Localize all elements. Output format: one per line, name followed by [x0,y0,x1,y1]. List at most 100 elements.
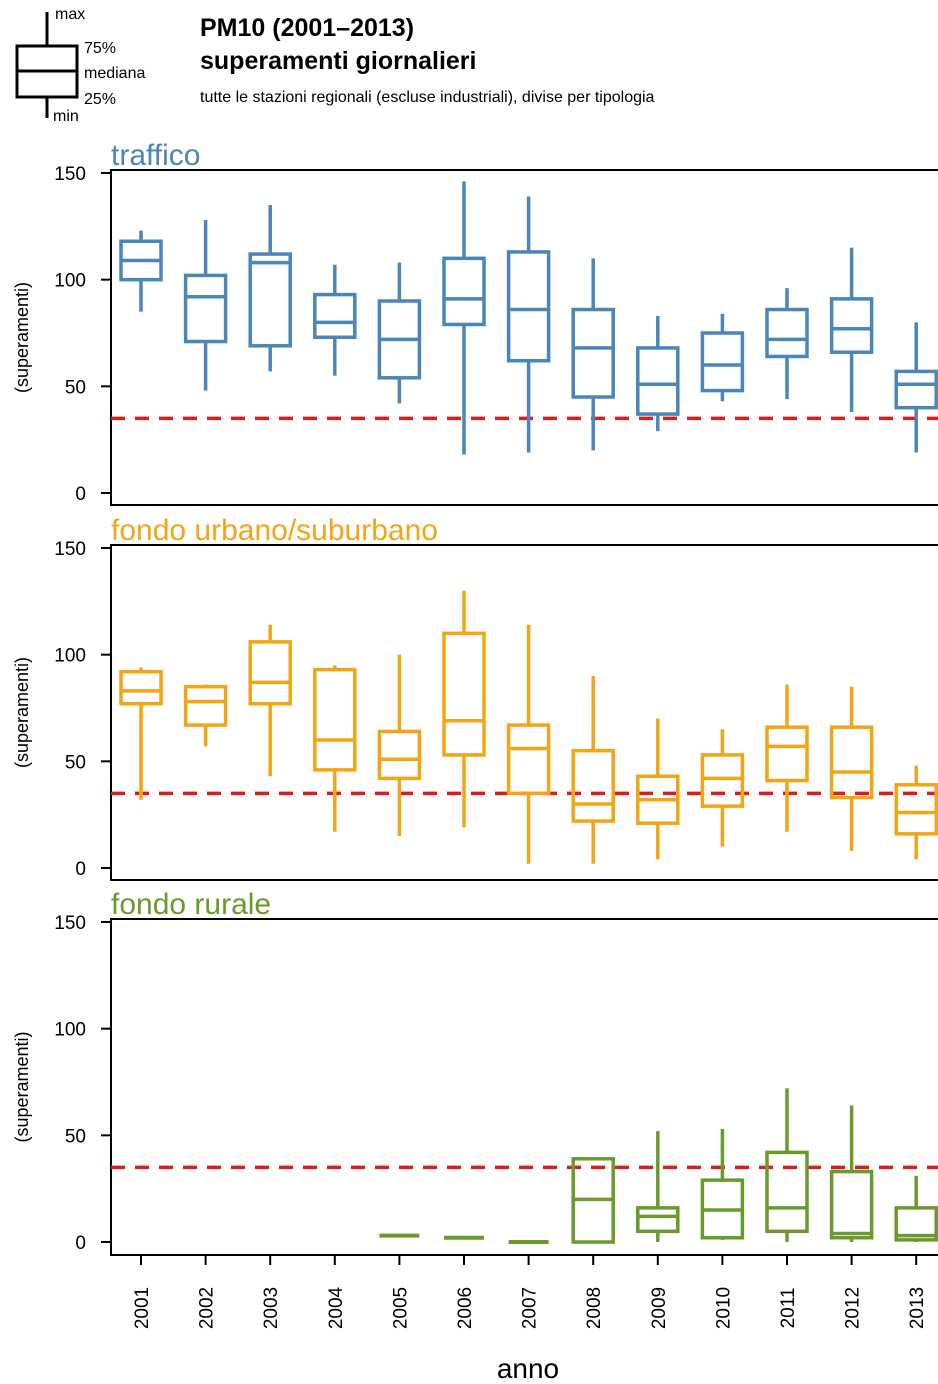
panel-1: fondo urbano/suburbano 0 50 100 150 (superame… [12,514,938,881]
x-tick-label: 2003 [261,1287,282,1329]
y-tick-label: 50 [65,752,86,773]
x-tick-label: 2001 [132,1287,153,1329]
box-2006 [442,590,486,828]
panel-title: fondo rurale [111,888,271,921]
y-axis-label: (superamenti) [12,657,32,768]
x-tick-label: 2013 [907,1287,928,1329]
y-tick-label: 150 [54,539,86,560]
box-2009 [636,315,680,432]
y-axis-label: (superamenti) [12,1031,32,1142]
box-iqr [636,346,680,416]
box-iqr [894,783,938,836]
box-iqr [894,369,938,410]
y-tick-label: 100 [54,271,86,292]
box-2010 [700,729,745,847]
box-2008 [571,1157,615,1244]
box-iqr [571,748,615,823]
box-2003 [248,205,292,372]
box-2009 [636,718,680,860]
box-iqr [765,725,809,783]
box-2011 [765,1088,809,1242]
box-2013 [894,322,938,453]
y-tick-label: 0 [75,859,86,880]
box-iqr [765,1150,809,1234]
x-tick-label: 2004 [326,1286,347,1329]
chart-subtitle: tutte le stazioni regionali (escluse ind… [200,89,655,106]
box-iqr [829,1169,874,1240]
panel-frame [110,918,938,1256]
x-tick-label: 2005 [390,1287,411,1329]
panel-0: traffico 0 50 100 150 (superamenti) [12,139,938,506]
box-2003 [248,624,292,777]
box-iqr [636,1206,680,1234]
box-2005 [377,654,422,836]
box-2013 [894,1175,938,1242]
y-tick-label: 150 [54,913,86,934]
box-2001 [119,230,163,312]
box-iqr [765,307,809,359]
box-2011 [765,288,809,400]
box-2010 [700,313,745,402]
x-tick-label: 2007 [520,1287,541,1329]
box-2004 [313,264,357,376]
legend-max-label: max [55,6,85,23]
x-tick-label: 2002 [197,1287,218,1329]
box-iqr [183,684,228,727]
box-iqr [700,753,745,808]
y-tick-label: 0 [75,1233,86,1254]
box-iqr [506,250,551,363]
box-iqr [571,307,615,399]
box-2005 [377,262,422,404]
box-iqr [829,297,874,354]
box-2012 [829,247,874,412]
box-iqr [506,723,551,796]
y-tick-label: 0 [75,484,86,505]
box-iqr [313,667,357,772]
legend-min-label: min [53,108,79,125]
chart-title: PM10 (2001–2013) [200,14,414,42]
box-iqr [313,292,357,340]
box-iqr [442,631,486,757]
box-iqr [377,729,422,781]
x-tick-label: 2009 [649,1287,670,1329]
y-tick-label: 50 [65,1126,86,1147]
box-2010 [700,1128,745,1240]
chart-title-line2: superamenti giornalieri [200,47,476,75]
legend-median-label: mediana [84,65,145,82]
box-iqr [442,256,486,327]
y-tick-label: 50 [65,377,86,398]
x-tick-label: 2010 [713,1287,734,1329]
y-tick-label: 100 [54,646,86,667]
box-iqr [248,640,292,706]
box-2002 [183,684,228,747]
box-iqr [700,331,745,393]
box-iqr [894,1206,938,1242]
box-2009 [636,1131,680,1242]
panel-frame [110,169,938,506]
x-tick-label: 2006 [455,1287,476,1329]
box-iqr [829,725,874,800]
box-iqr [119,669,163,706]
box-iqr [248,252,292,348]
panel-2: fondo rurale 0 50 100 150 (superamenti) [12,888,938,1256]
box-2012 [829,686,874,851]
panel-title: fondo urbano/suburbano [111,514,438,547]
x-tick-labels: 2001 2002 2003 2004 2005 2006 2007 2008 2009 2010… [132,1255,928,1329]
box-2011 [765,684,809,832]
box-2008 [571,258,615,451]
y-tick-label: 100 [54,1020,86,1041]
x-tick-label: 2008 [584,1287,605,1329]
box-2013 [894,765,938,860]
box-2006 [442,181,486,455]
legend-q75-label: 75% [84,40,116,57]
x-axis-label: anno [497,1353,559,1384]
box-2007 [506,196,551,453]
panel-title: traffico [111,139,201,172]
box-2002 [183,219,228,391]
box-2004 [313,665,357,832]
legend-q25-label: 25% [84,91,116,108]
box-2007 [506,624,551,864]
x-tick-label: 2011 [778,1288,799,1329]
box-2012 [829,1105,874,1242]
